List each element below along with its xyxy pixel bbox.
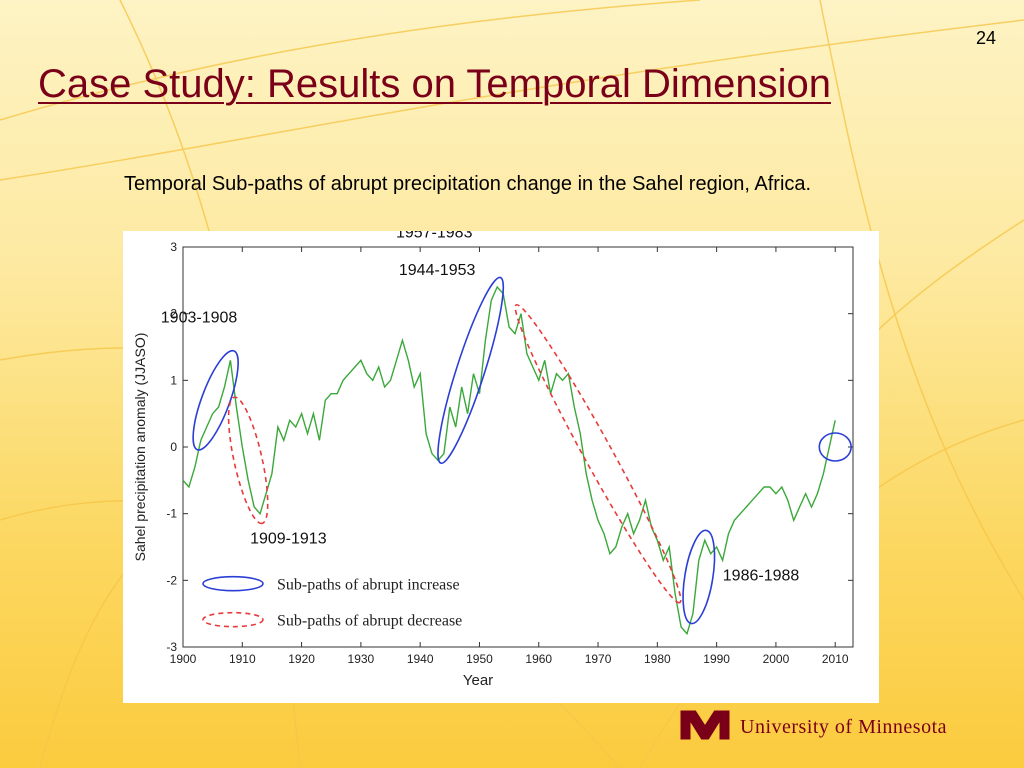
chart-panel: 1900 1910 1920 1930 1940 1950 1960 1970 1980 1990… [123,231,879,703]
x-tick-label: 1920 [288,652,315,666]
university-name: University of Minnesota [740,716,948,738]
subpath-label: 1944-1953 [399,262,476,279]
subpath-label: 1909-1913 [250,531,327,548]
x-tick-label: 1980 [644,652,671,666]
x-tick-label: 1930 [348,652,375,666]
subpath-label: 1957-1983 [396,231,473,242]
y-tick-label: -1 [166,507,177,521]
x-tick-label: 1960 [525,652,552,666]
y-axis-label: Sahel precipitation anomaly (JJASO) [132,333,148,562]
slide-subtitle: Temporal Sub-paths of abrupt precipitati… [124,173,812,195]
block-m-icon [679,709,731,741]
precipitation-chart: 1900 1910 1920 1930 1940 1950 1960 1970 1980 1990… [132,231,854,689]
x-axis-label: Year [463,672,493,689]
x-tick-label: 1940 [407,652,434,666]
x-tick-label: 1990 [703,652,730,666]
subpath-label: 1903-1908 [161,309,238,326]
x-tick-label: 1900 [170,652,197,666]
y-tick-label: -3 [166,640,177,654]
y-tick-label: -2 [166,573,177,587]
legend-swatch [202,575,264,592]
y-tick-label: 2 [170,307,177,321]
y-tick-label: 1 [170,373,177,387]
legend-swatch [202,611,264,628]
x-tick-label: 2010 [822,652,849,666]
series-line [182,285,836,636]
slide-number: 24 [975,28,996,48]
y-tick-label: 0 [170,440,177,454]
subpath-ellipse-increase [437,276,505,465]
x-tick-label: 1970 [585,652,612,666]
subpath-ellipse-decrease [514,303,682,604]
slide-title: Case Study: Results on Temporal Dimensio… [38,62,831,106]
legend-label: Sub-paths of abrupt decrease [277,613,462,630]
subpath-label: 1986-1988 [723,567,800,584]
subpath-ellipse-increase [818,432,852,462]
x-tick-label: 1950 [466,652,493,666]
x-tick-label: 2000 [763,652,790,666]
university-logo-icon [679,709,731,741]
subpath-ellipse-increase [192,349,239,451]
subpath-ellipse-increase [682,529,716,625]
y-tick-label: 3 [170,240,177,254]
x-tick-label: 1910 [229,652,256,666]
subpath-ellipse-decrease [227,396,269,525]
legend-label: Sub-paths of abrupt increase [277,577,460,594]
